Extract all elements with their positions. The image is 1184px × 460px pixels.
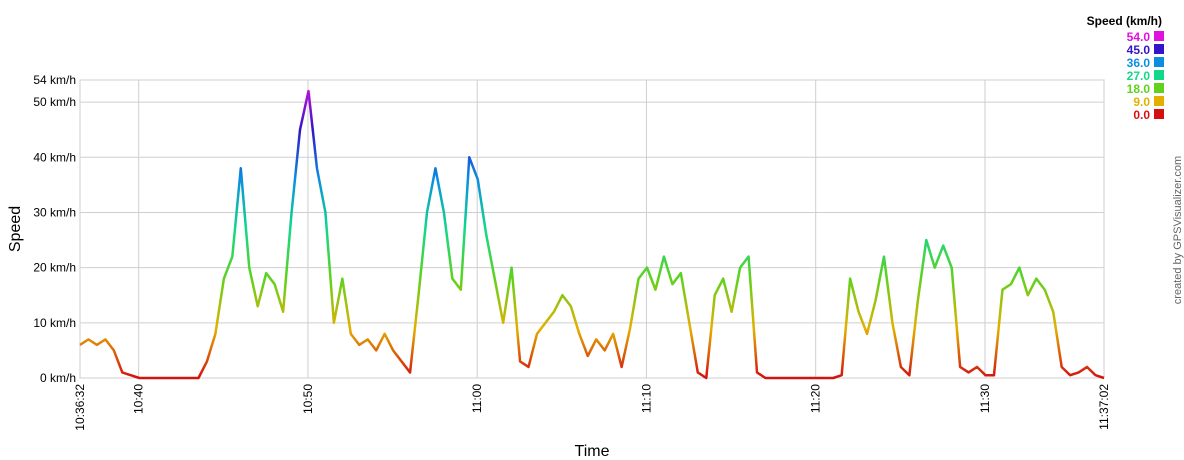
x-tick-label: 10:40 [132,384,146,414]
plot-frame [79,79,1105,379]
legend-swatch [1154,70,1164,80]
x-tick-label: 11:30 [978,384,992,413]
y-tick-label: 54 km/h [33,73,76,87]
x-tick-label: 11:10 [639,384,653,413]
legend-swatch [1154,57,1164,67]
credit: created by GPSVisualizer.com [1172,156,1184,304]
y-tick-label: 10 km/h [33,316,76,330]
x-tick-label: 11:00 [470,384,484,413]
legend-swatch [1154,31,1164,41]
speed-line [79,89,1105,380]
legend-label: 36.0 [1127,56,1151,70]
x-axis-title: Time [575,443,610,460]
x-tick-label: 11:20 [809,384,823,413]
x-tick-label: 10:36:32 [73,384,87,431]
legend-label: 45.0 [1127,43,1151,57]
y-tick-label: 50 km/h [33,95,76,109]
x-tick-label: 10:50 [301,384,315,414]
legend-label: 9.0 [1133,95,1150,109]
legend-swatch [1154,109,1164,119]
y-tick-label: 40 km/h [33,150,76,164]
legend-label: 27.0 [1127,69,1151,83]
y-axis-title: Speed [7,206,24,252]
y-tick-label: 30 km/h [33,205,76,219]
legend-label: 18.0 [1127,82,1151,96]
legend-swatch [1154,83,1164,93]
legend-title: Speed (km/h) [1087,14,1162,28]
y-tick-label: 0 km/h [40,371,76,385]
legend-swatch [1154,44,1164,54]
y-tick-label: 20 km/h [33,261,76,275]
legend-swatch [1154,96,1164,106]
legend-label: 54.0 [1127,30,1151,44]
x-tick-label: 11:37:02 [1097,384,1111,430]
legend-label: 0.0 [1133,108,1150,122]
